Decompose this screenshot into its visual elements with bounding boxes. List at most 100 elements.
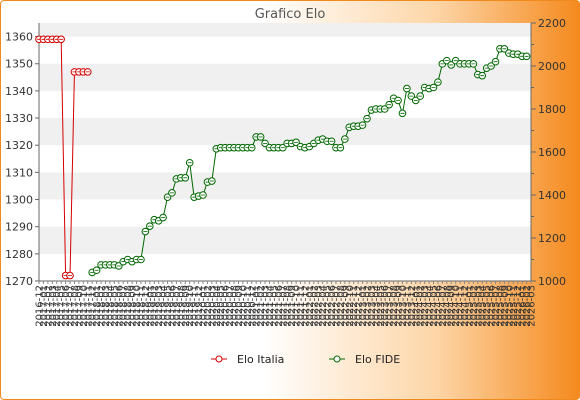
x-tick-label: 2020-01	[199, 285, 210, 327]
x-tick-label: 2018-11	[136, 285, 147, 327]
x-tick-label: 2020-06	[221, 285, 232, 327]
x-tick-label: 2019-01	[145, 285, 156, 327]
x-tick-label: 2021-05	[269, 285, 280, 327]
legend-label: Elo FIDE	[355, 353, 400, 366]
x-tick-label: 2024-02	[416, 285, 427, 327]
right-tick-label: 1000	[538, 275, 566, 288]
legend-item-1: Elo FIDE	[329, 353, 400, 366]
x-tick-label: 2019-12	[194, 285, 205, 327]
x-tick-label: 2023-01	[358, 285, 369, 327]
x-axis: 2016-122017-012017-022017-032017-042017-…	[35, 280, 538, 327]
x-tick-label: 2017-07	[66, 285, 77, 327]
x-tick-label: 2018-12	[141, 285, 152, 327]
grid-band	[39, 226, 531, 254]
x-tick-label: 2021-12	[300, 285, 311, 327]
x-tick-label: 2025-01	[464, 285, 475, 327]
left-tick-label: 1310	[5, 166, 33, 179]
x-tick-label: 2023-02	[363, 285, 374, 327]
x-tick-label: 2023-09	[394, 285, 405, 327]
x-tick-label: 2019-11	[190, 285, 201, 327]
x-tick-label: 2022-09	[340, 285, 351, 327]
left-tick-label: 1360	[5, 31, 33, 44]
x-tick-label: 2017-03	[48, 285, 59, 327]
x-tick-label: 2019-09	[181, 285, 192, 327]
x-tick-label: 2020-08	[230, 285, 241, 327]
x-tick-label: 2019-04	[159, 285, 170, 327]
x-tick-label: 2020-02	[203, 285, 214, 327]
right-axis: 1000 1200 1400 1600 1800 2000 2200	[530, 17, 566, 288]
x-tick-label: 2018-09	[128, 285, 139, 327]
x-tick-label: 2021-02	[256, 285, 267, 327]
x-tick-label: 2018-04	[105, 285, 116, 327]
x-tick-label: 2023-06	[380, 285, 391, 327]
x-tick-label: 2024-07	[438, 285, 449, 327]
x-tick-label: 2023-12	[407, 285, 418, 327]
legend-item-0: Elo Italia	[211, 353, 284, 366]
x-tick-label: 2025-10	[504, 285, 515, 327]
legend-label: Elo Italia	[237, 353, 284, 366]
x-tick-label: 2020-09	[234, 285, 245, 327]
right-tick-label: 1200	[538, 232, 566, 245]
grid-band	[39, 172, 531, 200]
legend: Elo Italia Elo FIDE	[211, 353, 400, 366]
x-tick-label: 2017-10	[79, 285, 90, 327]
x-tick-label: 2022-07	[331, 285, 342, 327]
x-tick-label: 2022-06	[327, 285, 338, 327]
x-tick-label: 2023-04	[371, 285, 382, 327]
left-tick-label: 1330	[5, 112, 33, 125]
right-tick-label: 1400	[538, 189, 566, 202]
x-tick-label: 2026-02	[522, 285, 533, 327]
grid-band	[39, 23, 531, 37]
x-tick-label: 2017-05	[57, 285, 68, 327]
x-tick-label: 2019-10	[185, 285, 196, 327]
x-tick-label: 2024-06	[433, 285, 444, 327]
x-tick-label: 2019-07	[172, 285, 183, 327]
left-tick-label: 1290	[5, 221, 33, 234]
x-tick-label: 2018-07	[119, 285, 130, 327]
x-tick-label: 2020-07	[225, 285, 236, 327]
x-tick-label: 2025-05	[482, 285, 493, 327]
x-tick-label: 2017-08	[70, 285, 81, 327]
x-tick-label: 2018-10	[132, 285, 143, 327]
x-tick-label: 2023-11	[402, 285, 413, 327]
x-tick-label: 2023-03	[367, 285, 378, 327]
left-tick-label: 1350	[5, 58, 33, 71]
left-tick-label: 1270	[5, 275, 33, 288]
x-tick-label: 2024-03	[420, 285, 431, 327]
right-tick-label: 1600	[538, 146, 566, 159]
x-tick-label: 2024-04	[425, 285, 436, 327]
x-tick-label: 2021-01	[252, 285, 263, 327]
x-tick-label: 2021-07	[278, 285, 289, 327]
x-tick-label: 2018-08	[123, 285, 134, 327]
x-tick-label: 2023-08	[389, 285, 400, 327]
right-tick-label: 1800	[538, 103, 566, 116]
legend-marker	[333, 355, 341, 363]
x-tick-label: 2020-11	[243, 285, 254, 327]
x-tick-label: 2022-05	[323, 285, 334, 327]
x-tick-label: 2019-08	[176, 285, 187, 327]
x-tick-label: 2021-03	[261, 285, 272, 327]
x-tick-label: 2020-03	[207, 285, 218, 327]
x-tick-label: 2021-04	[265, 285, 276, 327]
right-tick-label: 2200	[538, 17, 566, 30]
x-tick-label: 2016-12	[35, 285, 46, 327]
x-tick-label: 2020-12	[247, 285, 258, 327]
x-tick-label: 2023-05	[376, 285, 387, 327]
left-axis: 1270 1280 1290 1300 1310 1320 1330 1340 1350 1360	[5, 23, 40, 288]
x-tick-label: 2022-01	[305, 285, 316, 327]
x-tick-label: 2020-10	[238, 285, 249, 327]
x-tick-label: 2017-06	[61, 285, 72, 327]
left-tick-label: 1320	[5, 139, 33, 152]
grid-band	[39, 63, 531, 91]
x-tick-label: 2022-11	[349, 285, 360, 327]
x-tick-label: 2021-10	[292, 285, 303, 327]
x-tick-label: 2018-03	[101, 285, 112, 327]
x-tick-label: 2017-12	[88, 285, 99, 327]
x-tick-label: 2018-02	[97, 285, 108, 327]
x-tick-label: 2025-08	[495, 285, 506, 327]
x-tick-label: 2023-07	[385, 285, 396, 327]
x-tick-label: 2017-09	[74, 285, 85, 327]
x-tick-label: 2020-04	[212, 285, 223, 327]
x-tick-label: 2017-04	[52, 285, 63, 327]
